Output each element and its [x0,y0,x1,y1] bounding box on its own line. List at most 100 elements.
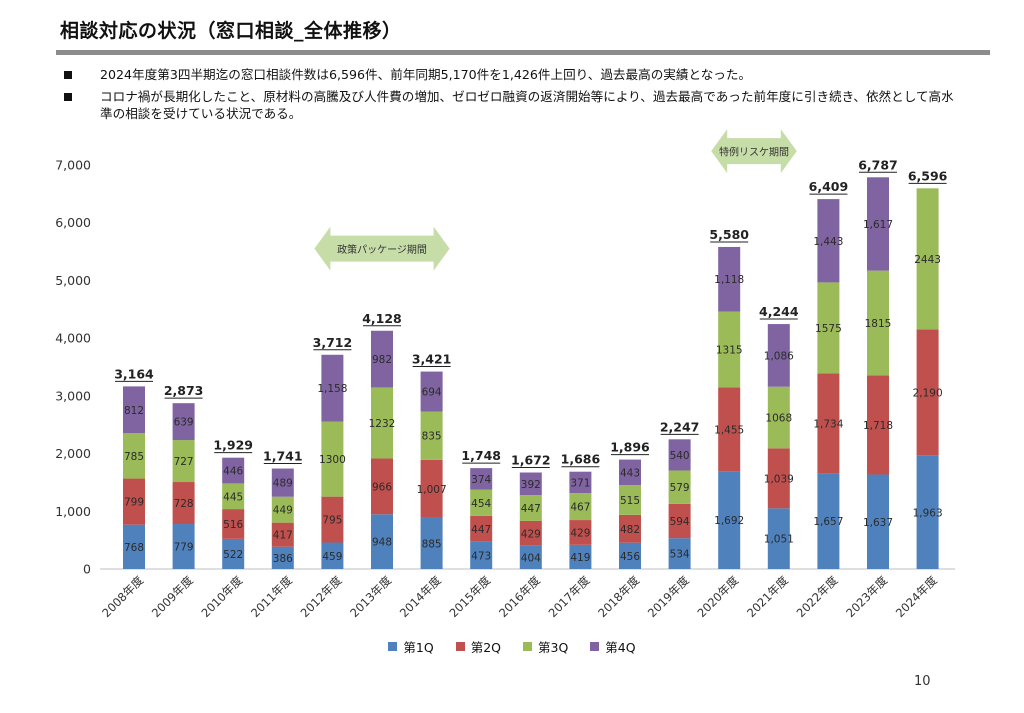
bar-segment-label: 1,617 [863,219,893,231]
bar-segment-2q [371,458,393,515]
bar-segment-4q [767,324,790,387]
summary-bullets: 2024年度第3四半期迄の窓口相談件数は6,596件、前年同期5,170件を1,… [62,66,962,127]
bar-total-label: 6,409 [809,179,849,194]
bar-segment-4q [470,468,493,490]
bar-segment-label: 579 [670,482,690,494]
bullet-text: 2024年度第3四半期迄の窓口相談件数は6,596件、前年同期5,170件を1,… [100,67,752,82]
bar-segment-3q [271,496,294,523]
bar-segment-label: 489 [273,478,293,490]
bar-segment-label: 594 [670,516,690,528]
legend-item-q2: 第2Q [455,637,501,656]
bar-segment-label: 404 [521,552,541,564]
bar-segment-3q [867,270,889,376]
bar-segment-1q [718,471,741,569]
bar-segment-label: 1,051 [764,534,794,546]
bar-segment-label: 795 [322,515,342,527]
bar-segment-label: 467 [570,502,590,514]
bar-segment-3q [569,493,592,521]
bar-segment-label: 694 [422,387,442,399]
bar-segment-label: 429 [521,528,541,540]
bar-segment-2q [123,478,145,525]
bar-segment-label: 456 [620,551,640,563]
bar-segment-label: 371 [570,477,590,489]
x-tick-label: 2012年度 [298,573,345,620]
bar-segment-label: 1,637 [863,517,893,529]
bar-total-label: 3,712 [313,335,353,350]
bar-total-label: 3,164 [114,366,154,381]
bar-segment-label: 446 [223,466,243,478]
bar-segment-4q [222,457,245,484]
bar-segment-4q [718,246,741,312]
bar-segment-4q [271,468,294,497]
bar-total-label: 5,580 [709,227,749,242]
bullet-text: コロナ禍が長期化したこと、原材料の高騰及び人件費の増加、ゼロゼロ融資の返済開始等… [100,89,954,121]
bullet-square-icon [64,71,72,79]
bar-segment-label: 799 [124,497,144,509]
bar-segment-2q [271,522,294,547]
bar-segment-label: 1,007 [417,484,447,496]
y-tick-label: 4,000 [55,331,91,346]
bar-segment-label: 727 [174,456,194,468]
bar-segment-label: 2443 [914,254,941,266]
bar-segment-label: 1315 [716,344,743,356]
bar-segment-label: 445 [223,491,243,503]
x-tick-label: 2015年度 [446,573,493,620]
bar-segment-label: 447 [471,524,491,536]
bar-total-label: 2,873 [164,383,204,398]
bullet-item: コロナ禍が長期化したこと、原材料の高騰及び人件費の増加、ゼロゼロ融資の返済開始等… [62,88,962,122]
bar-segment-4q [172,403,195,441]
bar-segment-4q [569,471,592,494]
period-annotation-label: 特例リスケ期間 [719,146,789,159]
bullet-item: 2024年度第3四半期迄の窓口相談件数は6,596件、前年同期5,170件を1,… [62,66,962,83]
x-tick-label: 2023年度 [843,573,890,620]
bar-segment-4q [817,199,840,283]
bar-segment-label: 639 [174,417,194,429]
bar-total-label: 6,787 [858,157,898,172]
legend-swatch [455,642,465,651]
bar-segment-1q [817,473,840,569]
bar-segment-label: 835 [422,431,442,443]
bar-segment-1q [172,524,195,569]
bullet-square-icon [64,93,72,101]
bar-segment-4q [867,177,889,271]
bar-total-label: 3,421 [412,352,452,367]
bar-segment-3q [916,188,939,330]
y-tick-label: 3,000 [55,388,91,403]
x-tick-label: 2008年度 [99,573,146,620]
bar-total-label: 1,741 [263,449,303,464]
legend-swatch [590,642,600,651]
x-tick-label: 2020年度 [694,573,741,620]
bar-segment-label: 447 [521,503,541,515]
legend-swatch [388,642,398,651]
bar-segment-2q [222,509,245,539]
legend-label: 第2Q [470,640,501,655]
bar-segment-1q [916,455,939,569]
bar-segment-1q [619,542,641,569]
bar-segment-label: 728 [174,498,194,510]
bar-segment-label: 392 [521,479,541,491]
bar-segment-label: 966 [372,481,392,493]
bar-segment-3q [718,311,741,388]
legend-label: 第3Q [538,640,569,655]
bar-segment-label: 454 [471,498,491,510]
bar-segment-2q [519,520,542,546]
bar-segment-label: 443 [620,467,640,479]
bar-total-label: 1,672 [511,453,551,468]
legend-item-q1: 第1Q [388,637,434,656]
legend-swatch [523,642,532,651]
bar-segment-2q [619,514,641,543]
x-tick-label: 2021年度 [744,573,791,620]
bar-segment-label: 417 [273,530,293,542]
bar-segment-label: 429 [570,527,590,539]
bar-segment-label: 1300 [319,454,346,466]
bar-segment-3q [172,440,195,483]
legend-item-q4: 第4Q [590,637,636,656]
x-tick-label: 2019年度 [645,573,692,620]
bar-segment-3q [420,411,443,460]
bar-segment-label: 1,039 [764,473,794,485]
x-tick-label: 2011年度 [248,573,295,620]
bar-segment-label: 1,158 [317,383,347,395]
bar-segment-label: 522 [223,549,243,561]
bar-segment-1q [867,474,889,569]
